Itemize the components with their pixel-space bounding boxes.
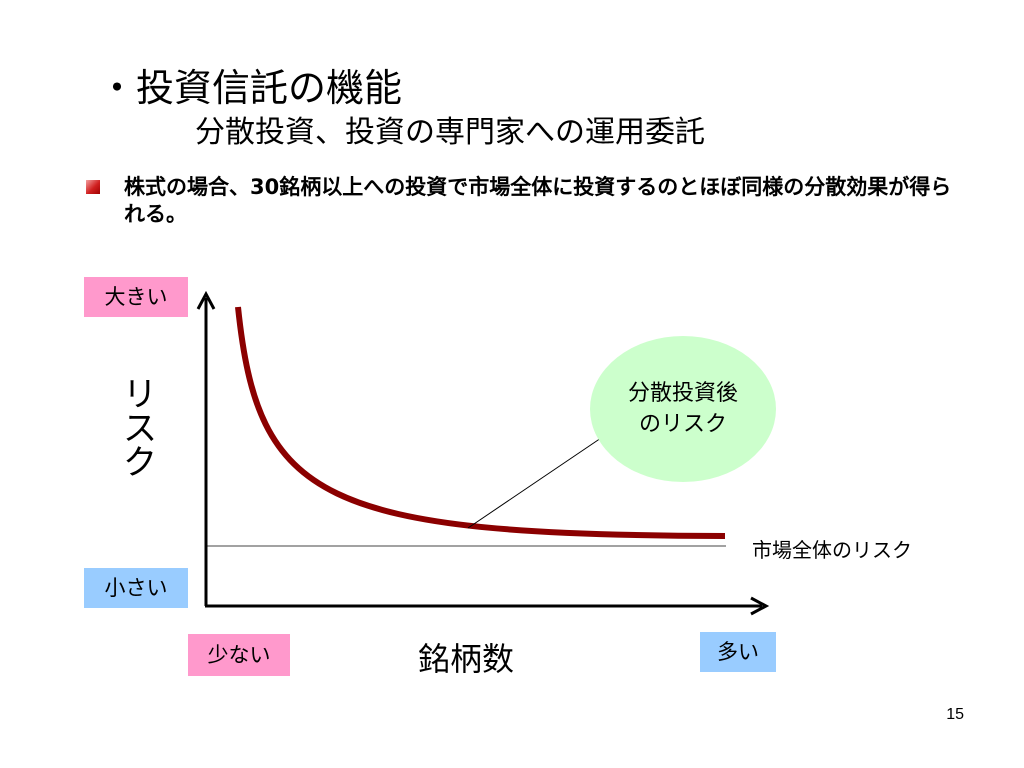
callout-pointer-line [467, 435, 605, 529]
market-risk-label: 市場全体のリスク [752, 538, 912, 562]
y-axis-arrow-head [196, 290, 216, 310]
risk-low-label: 小さい [84, 568, 188, 608]
bullet-text: 株式の場合、30銘柄以上への投資で市場全体に投資するのとほぼ同様の分散効果が得ら… [124, 175, 952, 226]
risk-high-label: 大きい [84, 277, 188, 317]
x-axis-arrow-head [750, 596, 770, 616]
y-axis-label: リスク [123, 375, 157, 483]
page-number: 15 [946, 706, 964, 723]
stocks-few-label: 少ない [188, 634, 290, 676]
risk-curve [235, 306, 726, 539]
slide-title: ・投資信託の機能 [98, 66, 403, 110]
stocks-many-label: 多い [700, 632, 776, 672]
slide-subtitle: 分散投資、投資の専門家への運用委託 [195, 115, 705, 150]
callout-bubble: 分散投資後 のリスク [590, 336, 776, 482]
bullet-square-icon [86, 180, 100, 194]
x-axis-label: 銘柄数 [418, 640, 515, 678]
callout-line-2: のリスク [638, 412, 727, 437]
callout-line-1: 分散投資後 [627, 381, 738, 406]
